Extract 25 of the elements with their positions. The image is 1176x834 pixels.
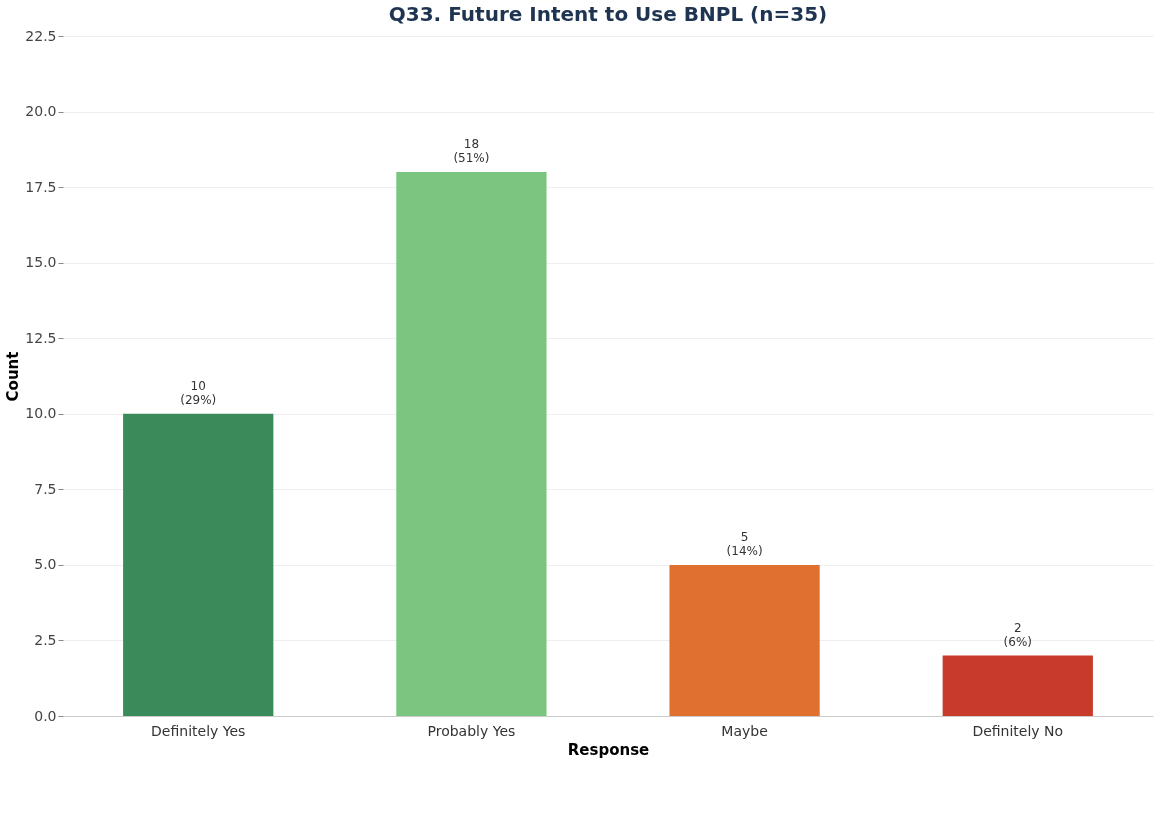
data-label: 18 (51%): [453, 137, 490, 165]
y-tick-label: 20.0: [25, 103, 57, 120]
y-tick-label: 0.0: [34, 707, 57, 724]
bar: [942, 655, 1093, 716]
y-tick-label: 17.5: [25, 178, 57, 195]
y-axis-title: Count: [4, 351, 23, 402]
bar: [396, 172, 547, 716]
chart-title: Q33. Future Intent to Use BNPL (n=35): [388, 2, 828, 26]
x-tick-label: Definitely Yes: [151, 722, 246, 739]
bar: [669, 564, 820, 716]
x-tick-label: Probably Yes: [427, 722, 516, 739]
x-axis-title: Response: [567, 740, 650, 759]
x-tick-label: Definitely No: [972, 722, 1064, 739]
y-tick-label: 22.5: [25, 27, 57, 44]
data-label: 5 (14%): [726, 529, 763, 558]
y-tick-label: 7.5: [34, 480, 57, 497]
data-label: 2 (6%): [1003, 620, 1032, 649]
y-tick-label: 15.0: [25, 254, 57, 271]
y-tick-label: 12.5: [25, 329, 57, 346]
x-tick-label: Maybe: [721, 722, 768, 739]
bar: [123, 413, 274, 716]
y-tick-label: 2.5: [34, 631, 57, 648]
y-tick-label: 10.0: [25, 405, 57, 422]
data-label: 10 (29%): [180, 378, 217, 407]
y-tick-label: 5.0: [34, 556, 57, 573]
